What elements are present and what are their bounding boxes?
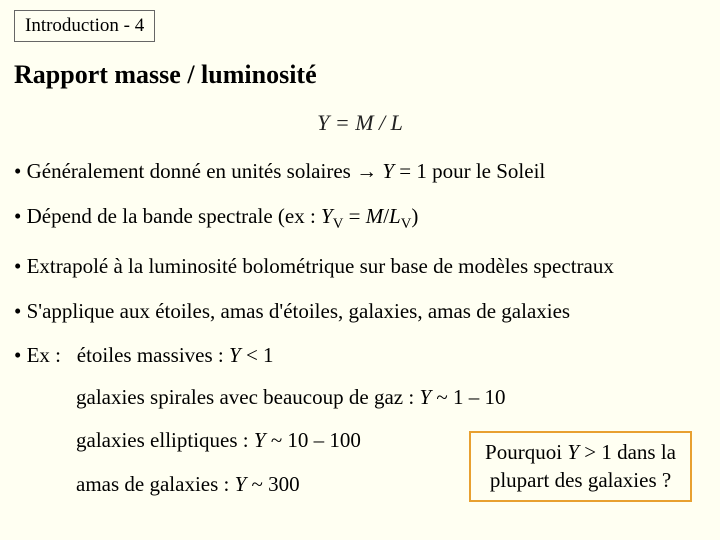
- slide-header-text: Introduction - 4: [25, 15, 144, 36]
- bullet-1-var: Y: [382, 159, 394, 183]
- slide-title: Rapport masse / luminosité: [14, 60, 706, 90]
- ex4-var: Y: [235, 472, 247, 496]
- ex2-pre: galaxies spirales avec beaucoup de gaz :: [76, 385, 419, 409]
- ex1-var: Y: [229, 343, 241, 367]
- ex2: galaxies spirales avec beaucoup de gaz :…: [76, 384, 706, 411]
- bullet-2-m: M: [366, 204, 384, 228]
- callout-l1-post: > 1 dans la: [579, 440, 676, 464]
- formula-text: Y = M / L: [317, 110, 403, 135]
- bullet-2-sub1: V: [333, 216, 344, 232]
- bullet-1: • Généralement donné en unités solaires …: [14, 158, 706, 185]
- ex3-post: ~ 10 – 100: [266, 428, 361, 452]
- bullet-2-pre: • Dépend de la bande spectrale (ex :: [14, 204, 321, 228]
- bullet-2: • Dépend de la bande spectrale (ex : YV …: [14, 203, 706, 234]
- callout-l1-var: Y: [567, 440, 579, 464]
- callout-line2: plupart des galaxies ?: [485, 467, 676, 494]
- bullet-2-sub2: V: [401, 216, 412, 232]
- callout-line1: Pourquoi Y > 1 dans la: [485, 439, 676, 466]
- bullet-2-mid: =: [343, 204, 365, 228]
- ex2-var: Y: [419, 385, 431, 409]
- callout-l1-pre: Pourquoi: [485, 440, 567, 464]
- callout-box: Pourquoi Y > 1 dans la plupart des galax…: [469, 431, 692, 502]
- bullet-2-post: ): [411, 204, 418, 228]
- ex1-post: < 1: [241, 343, 274, 367]
- ex3-var: Y: [254, 428, 266, 452]
- bullet-2-yv: Y: [321, 204, 333, 228]
- bullet-2-l: L: [389, 204, 401, 228]
- bullet-3: • Extrapolé à la luminosité bolométrique…: [14, 253, 706, 280]
- ex4-post: ~ 300: [246, 472, 299, 496]
- bullet-1-post: = 1 pour le Soleil: [394, 159, 545, 183]
- bullet-4: • S'applique aux étoiles, amas d'étoiles…: [14, 298, 706, 325]
- ex2-post: ~ 1 – 10: [431, 385, 505, 409]
- bullet-1-pre: • Généralement donné en unités solaires …: [14, 159, 382, 183]
- slide-header-box: Introduction - 4: [14, 10, 155, 42]
- ex3-pre: galaxies elliptiques :: [76, 428, 254, 452]
- ex4-pre: amas de galaxies :: [76, 472, 235, 496]
- formula: Y = M / L: [14, 110, 706, 136]
- ex-label: • Ex :: [14, 343, 61, 367]
- example-row: • Ex : étoiles massives : Y < 1: [14, 343, 706, 368]
- ex1-pre: étoiles massives :: [77, 343, 229, 367]
